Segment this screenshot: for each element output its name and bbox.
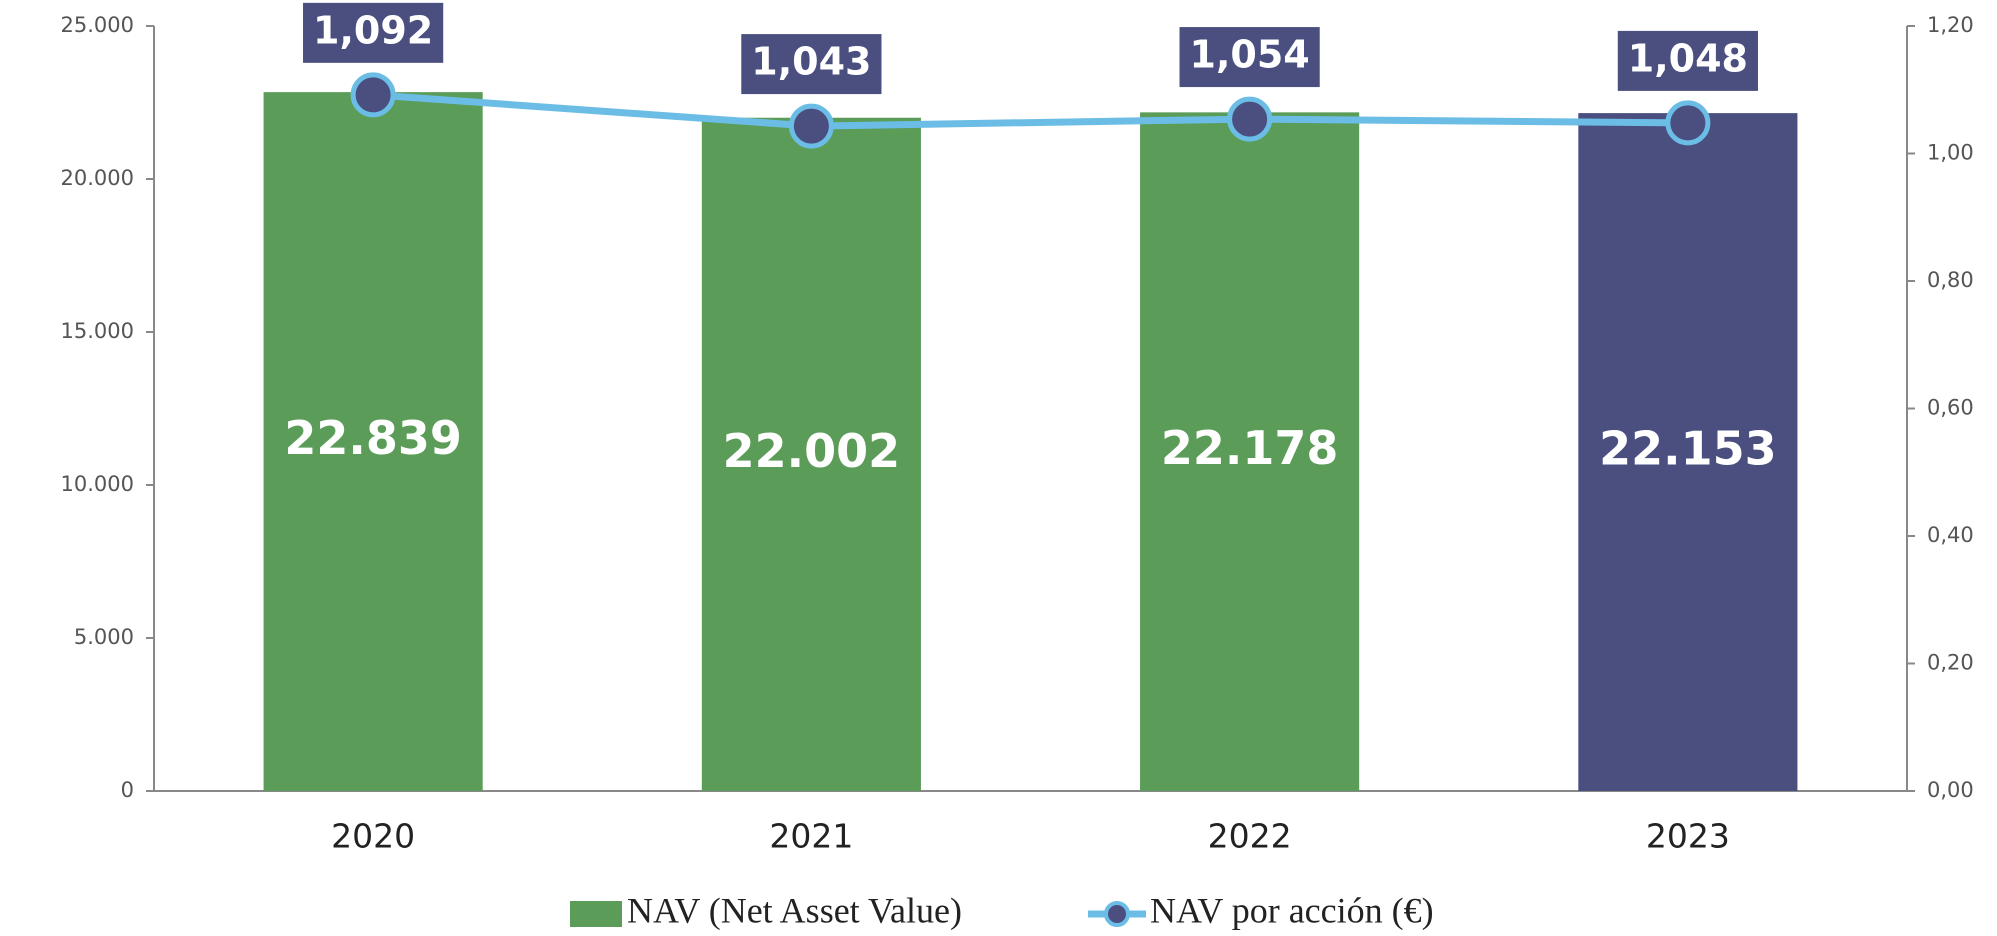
y-tick-label: 0: [121, 778, 134, 802]
legend-swatch: [570, 901, 622, 927]
x-tick-label: 2022: [1208, 817, 1292, 856]
y2-tick-label: 0,00: [1927, 778, 1974, 802]
marker: [350, 72, 396, 118]
label-box: [1617, 30, 1758, 91]
bar-value-label: 22.839: [284, 411, 462, 465]
y2-tick-label: 0,40: [1927, 523, 1974, 547]
legend-label: NAV (Net Asset Value): [627, 890, 962, 930]
point-value-label: 1,048: [1628, 36, 1748, 80]
bar: [1578, 113, 1798, 791]
y2-tick-label: 1,00: [1927, 141, 1974, 165]
point-value-label: 1,092: [313, 8, 433, 52]
bar-value-label: 22.178: [1161, 421, 1339, 475]
y2-tick-label: 0,80: [1927, 268, 1974, 292]
label-box: [1179, 27, 1320, 88]
y2-tick-label: 1,20: [1927, 13, 1974, 37]
y-tick-label: 15.000: [61, 319, 134, 343]
legend-label: NAV por acción (€): [1150, 890, 1434, 930]
y-tick-label: 10.000: [61, 472, 134, 496]
marker: [1665, 100, 1711, 146]
y-tick-label: 20.000: [61, 166, 134, 190]
bar: [701, 117, 921, 792]
y2-tick-label: 0,20: [1927, 651, 1974, 675]
y2-tick-label: 0,60: [1927, 396, 1974, 420]
marker: [788, 103, 834, 149]
x-tick-label: 2023: [1646, 817, 1730, 856]
bar-value-label: 22.002: [723, 424, 901, 478]
bar: [1140, 112, 1360, 791]
legend-marker: [1104, 901, 1130, 927]
point-value-label: 1,043: [751, 40, 871, 84]
y-tick-label: 5.000: [74, 625, 134, 649]
marker: [1227, 96, 1273, 142]
line: [372, 91, 1688, 130]
bar: [263, 92, 483, 792]
bar-value-label: 22.153: [1599, 422, 1777, 476]
point-value-label: 1,054: [1190, 33, 1310, 77]
x-tick-label: 2020: [331, 817, 415, 856]
label-box: [741, 34, 882, 95]
label-box: [303, 2, 444, 63]
x-tick-label: 2021: [769, 817, 853, 856]
y-tick-label: 25.000: [61, 13, 134, 37]
